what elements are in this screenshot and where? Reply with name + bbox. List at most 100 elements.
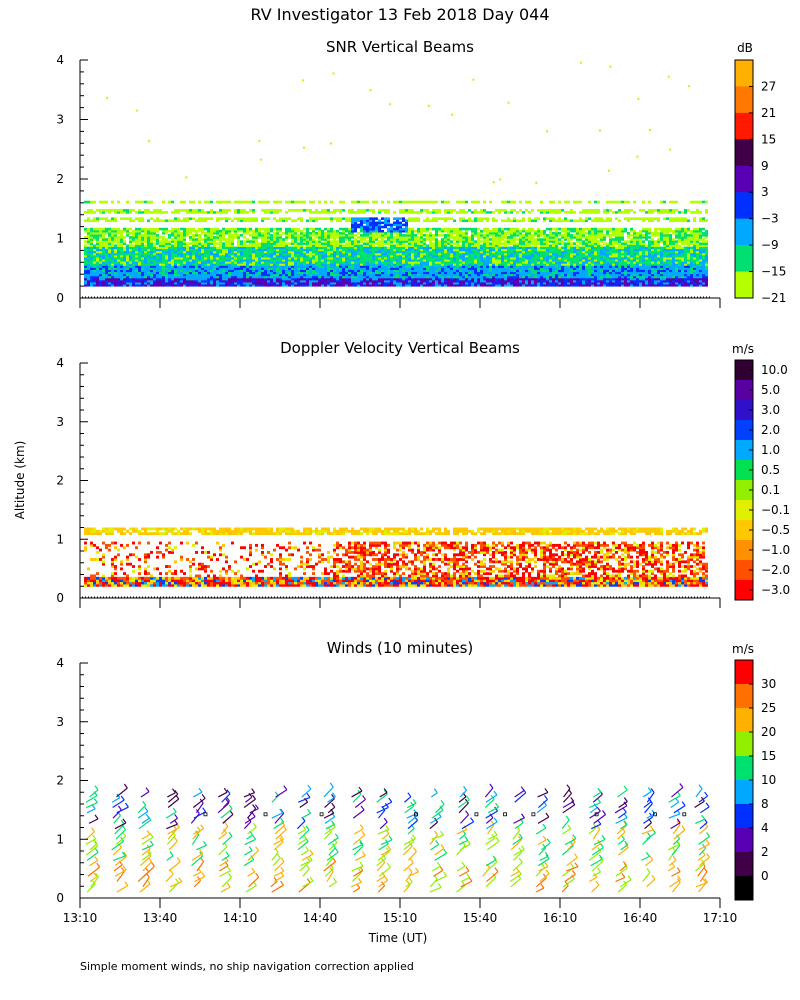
snr-cell (126, 231, 129, 235)
snr-cell (534, 263, 537, 266)
snr-cell (291, 231, 294, 235)
snr-cell (369, 246, 372, 250)
snr-cell (162, 211, 165, 214)
snr-cell (423, 227, 426, 231)
snr-cell (456, 227, 459, 231)
snr-cell (441, 200, 444, 204)
snr-cell (426, 265, 429, 268)
snr-cell (153, 273, 156, 277)
snr-cell (258, 227, 261, 231)
snr-cell (375, 275, 378, 279)
snr-cell (351, 236, 354, 239)
snr-cell (276, 227, 279, 231)
snr-cell (513, 229, 516, 233)
snr-cell (420, 211, 423, 214)
snr-cell (390, 284, 393, 287)
snr-cell (510, 265, 513, 268)
snr-cell (87, 242, 90, 245)
snr-cell (558, 275, 561, 279)
snr-cell (306, 265, 309, 268)
snr-cell (369, 277, 372, 281)
snr-cell (183, 256, 186, 260)
snr-cell (312, 265, 315, 268)
snr-cell (330, 250, 333, 254)
snr-cell (228, 273, 231, 277)
snr-cell (402, 254, 405, 258)
snr-cell (420, 271, 423, 275)
snr-cell (462, 244, 465, 248)
snr-cell (348, 240, 351, 243)
snr-cell (303, 248, 306, 252)
snr-cell (516, 242, 519, 245)
snr-cell (387, 227, 390, 231)
snr-cell (525, 256, 528, 260)
snr-cell (189, 200, 192, 204)
snr-cell (210, 200, 213, 204)
snr-cell (459, 263, 462, 266)
snr-cell (501, 234, 504, 237)
snr-cell (564, 263, 567, 266)
snr-cell (438, 240, 441, 243)
snr-cell (441, 254, 444, 258)
snr-cell (201, 227, 204, 231)
snr-cell (423, 229, 426, 233)
snr-cell (375, 223, 378, 227)
snr-cell (147, 271, 150, 275)
snr-cell (501, 219, 504, 223)
snr-cell (441, 279, 444, 283)
snr-cell (417, 256, 420, 260)
snr-cell (261, 263, 264, 266)
snr-cell (261, 277, 264, 281)
snr-cell (351, 219, 354, 223)
snr-cell (360, 200, 363, 204)
snr-cell (315, 256, 318, 260)
snr-cell (489, 252, 492, 256)
snr-cell (480, 244, 483, 248)
snr-cell (315, 209, 318, 212)
snr-cell (372, 273, 375, 277)
snr-cell (300, 242, 303, 245)
snr-cell (213, 254, 216, 258)
snr-cell (192, 271, 195, 275)
snr-cell (201, 254, 204, 258)
snr-cell (198, 229, 201, 233)
snr-cell (459, 227, 462, 231)
snr-cell (189, 284, 192, 287)
snr-cell (273, 261, 276, 264)
snr-cell (312, 234, 315, 237)
snr-cell (153, 227, 156, 231)
snr-cell (498, 275, 501, 279)
snr-cell (141, 240, 144, 243)
snr-cell (207, 244, 210, 248)
snr-cell (264, 248, 267, 252)
snr-cell (447, 271, 450, 275)
snr-cell (495, 246, 498, 250)
snr-cell (210, 269, 213, 273)
snr-cell (243, 240, 246, 243)
snr-cell (408, 267, 411, 270)
snr-cell (309, 244, 312, 248)
snr-cell (549, 231, 552, 235)
snr-cell (330, 229, 333, 233)
snr-cell (378, 225, 381, 229)
snr-cell (177, 271, 180, 275)
snr-cell (543, 252, 546, 256)
snr-cell (156, 238, 159, 241)
snr-cell (366, 221, 369, 225)
snr-cell (366, 259, 369, 262)
snr-cell (420, 252, 423, 256)
snr-cell (315, 244, 318, 248)
snr-cell (267, 227, 270, 231)
snr-cell (180, 265, 183, 268)
snr-cell (198, 219, 201, 223)
snr-cell (102, 259, 105, 262)
snr-cell (411, 273, 414, 277)
snr-cell (126, 284, 129, 287)
snr-cell (300, 217, 303, 220)
snr-cell (339, 200, 342, 204)
snr-cell (282, 261, 285, 264)
snr-cell (285, 244, 288, 248)
snr-cell (258, 242, 261, 245)
snr-cell (267, 267, 270, 270)
snr-cell (378, 271, 381, 275)
